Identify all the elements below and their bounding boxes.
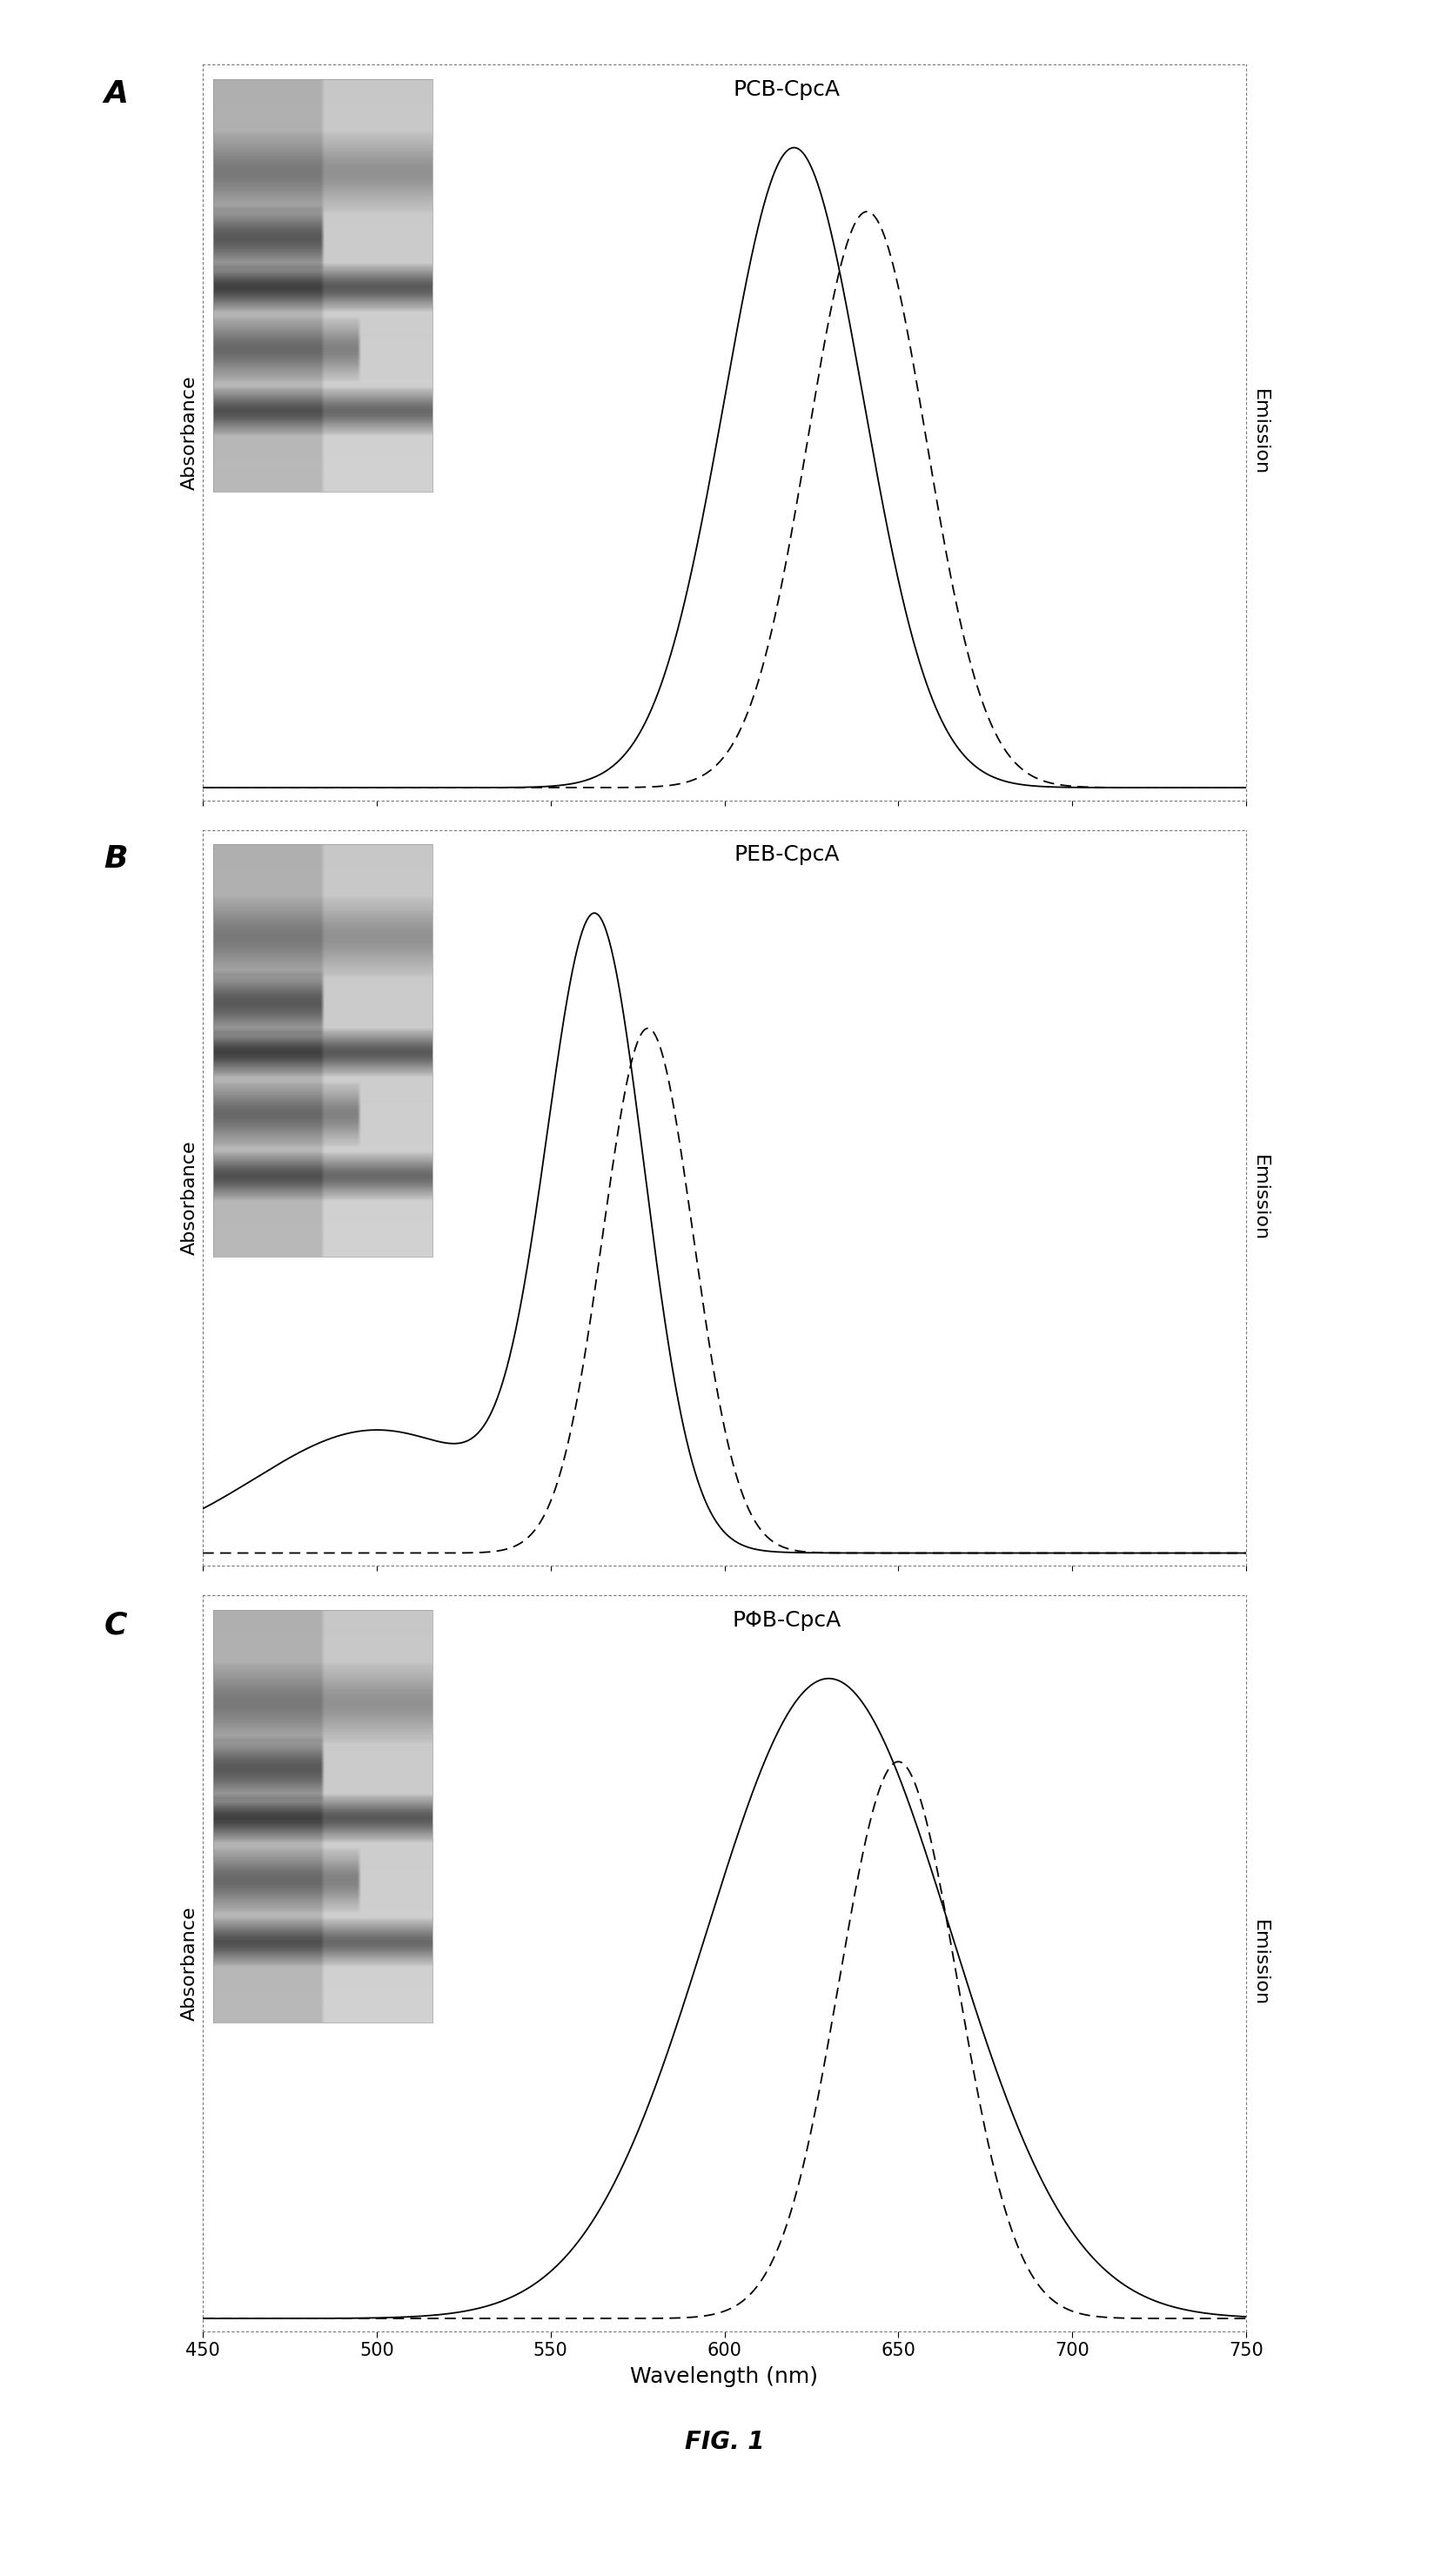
X-axis label: Wavelength (nm): Wavelength (nm): [630, 2367, 818, 2388]
Text: FIG. 1: FIG. 1: [685, 2429, 763, 2455]
Y-axis label: Emission: Emission: [1250, 1154, 1267, 1242]
Text: PCB-CpcA: PCB-CpcA: [733, 80, 840, 100]
Text: A: A: [104, 80, 127, 108]
Y-axis label: Emission: Emission: [1250, 1919, 1267, 2007]
Text: PEB-CpcA: PEB-CpcA: [734, 845, 840, 866]
Y-axis label: Absorbance: Absorbance: [181, 376, 198, 489]
Text: B: B: [104, 845, 127, 873]
Y-axis label: Absorbance: Absorbance: [181, 1906, 198, 2020]
Y-axis label: Emission: Emission: [1250, 389, 1267, 477]
Y-axis label: Absorbance: Absorbance: [181, 1141, 198, 1255]
Text: PΦB-CpcA: PΦB-CpcA: [733, 1610, 841, 1631]
Text: C: C: [104, 1610, 127, 1638]
